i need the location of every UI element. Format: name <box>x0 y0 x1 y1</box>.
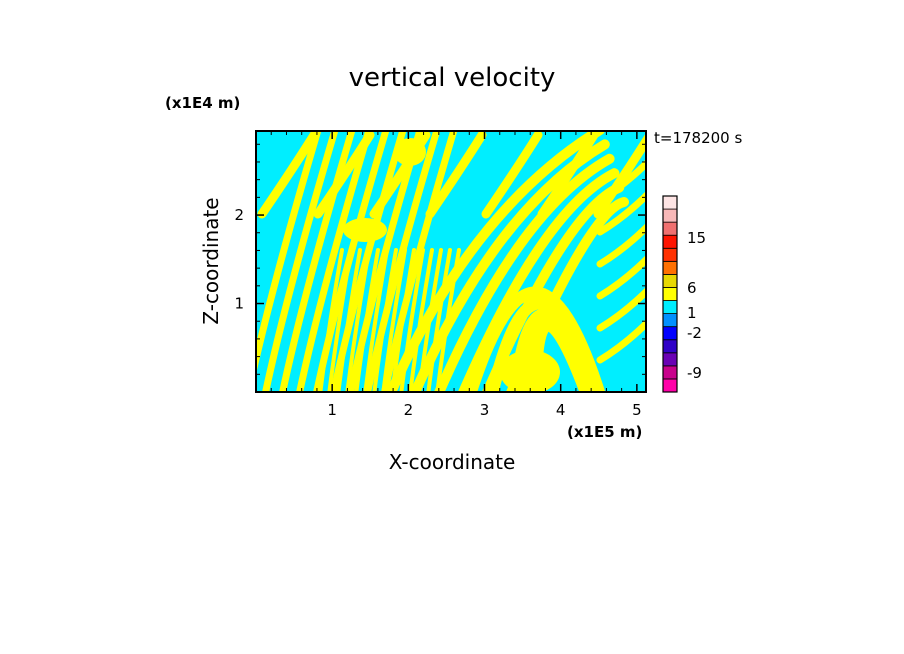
colorbar-swatch <box>662 208 678 223</box>
positive-velocity-band <box>347 131 424 392</box>
y-tick-label: 1 <box>234 295 244 313</box>
y-axis: 12 <box>234 143 646 375</box>
colorbar-tick-label: 1 <box>687 304 697 322</box>
colorbar-swatch <box>662 234 678 249</box>
positive-velocity-band <box>363 248 389 392</box>
positive-velocity-band <box>481 131 543 219</box>
positive-velocity-patch <box>394 138 426 166</box>
positive-velocity-band <box>433 153 615 392</box>
colorbar-swatch <box>662 339 678 354</box>
y-tick-label: 2 <box>234 206 244 224</box>
positive-velocity-band <box>372 248 398 392</box>
positive-velocity-band <box>257 131 319 219</box>
colorbar-swatch <box>662 378 678 393</box>
positive-velocity-band <box>354 248 380 392</box>
chart-title: vertical velocity <box>349 63 556 93</box>
x-tick-label: 4 <box>556 401 566 419</box>
x-tick-label: 5 <box>632 401 642 419</box>
positive-velocity-band <box>262 131 339 392</box>
x-tick-label: 2 <box>404 401 414 419</box>
colorbar-swatch <box>662 273 678 288</box>
colorbar-swatch <box>662 352 678 367</box>
colorbar-swatch <box>662 300 678 314</box>
colorbar-swatch <box>662 287 678 301</box>
positive-velocity-band <box>330 131 407 392</box>
colorbar-swatch <box>662 247 678 262</box>
colorbar-tick-label: 15 <box>687 229 706 247</box>
colorbar-swatch <box>662 195 678 210</box>
positive-velocity-band <box>369 131 431 219</box>
colorbar-swatch <box>662 326 678 341</box>
colorbar-swatch <box>662 313 678 328</box>
plot-frame <box>255 130 647 393</box>
positive-velocity-band <box>381 131 458 392</box>
x-unit-label: (x1E5 m) <box>567 423 642 441</box>
positive-velocity-patch <box>500 350 560 392</box>
positive-velocity-band <box>296 131 373 392</box>
x-axis-label: X-coordinate <box>389 450 516 474</box>
y-unit-label: (x1E4 m) <box>165 94 240 112</box>
colorbar: 15 6 1 -2 -9 <box>662 195 706 393</box>
positive-velocity-band <box>318 248 344 392</box>
positive-velocity-band <box>327 248 353 392</box>
positive-velocity-band <box>399 248 425 392</box>
positive-velocity-band <box>385 131 605 392</box>
positive-velocity-band <box>381 248 407 392</box>
positive-velocity-band <box>537 131 599 219</box>
colorbar-swatch <box>662 221 678 236</box>
colorbar-swatch <box>662 260 678 275</box>
colorbar-frame <box>662 195 678 393</box>
positive-velocity-band <box>364 131 441 392</box>
positive-velocity-band <box>426 248 452 392</box>
colorbar-tick-label: -9 <box>687 364 702 382</box>
x-tick-label: 1 <box>327 401 337 419</box>
contour-field <box>256 131 646 392</box>
positive-velocity-patch <box>343 218 387 242</box>
positive-velocity-band <box>336 248 362 392</box>
colorbar-swatch <box>662 365 678 380</box>
positive-velocity-band <box>279 131 356 392</box>
positive-velocity-band <box>256 131 322 375</box>
positive-velocity-band <box>313 131 375 219</box>
colorbar-tick-label: 6 <box>687 279 697 297</box>
positive-velocity-band <box>345 248 371 392</box>
x-tick-label: 3 <box>480 401 490 419</box>
colorbar-tick-label: -2 <box>687 324 702 342</box>
positive-velocity-band <box>425 131 487 219</box>
time-label: t=178200 s <box>654 129 742 147</box>
y-axis-label: Z-coordinate <box>199 197 223 324</box>
x-axis: 1 2 3 4 5 <box>270 131 642 419</box>
